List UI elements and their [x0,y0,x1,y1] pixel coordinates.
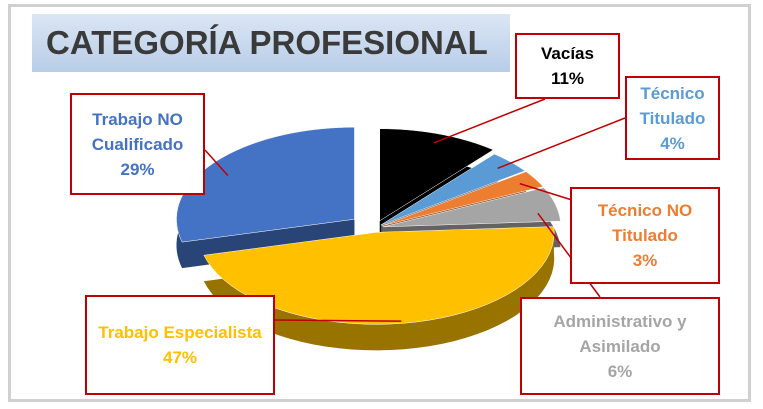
category-label: Vacías [541,44,594,63]
data-label: Administrativo y Asimilado 6% [520,297,720,395]
category-label: Trabajo NO Cualificado [91,109,184,154]
slice-tops [176,126,561,325]
value-label: 4% [660,133,685,153]
category-label: Trabajo Especialista [98,323,262,342]
data-label: Trabajo Especialista 47% [85,295,275,395]
data-label: Técnico NO Titulado 3% [570,187,720,284]
slice [176,126,355,243]
data-label: Trabajo NO Cualificado 29% [70,93,205,195]
category-label: Administrativo y Asimilado [553,311,687,356]
category-label: Técnico NO Titulado [597,201,693,245]
chart-title: CATEGORÍA PROFESIONAL [32,14,510,72]
value-label: 6% [607,361,633,381]
slice [203,226,555,325]
value-label: 3% [632,251,658,270]
slice [379,128,494,222]
callout-line [204,149,229,177]
callout-line [519,182,573,201]
value-label: 11% [550,69,585,88]
value-label: 47% [162,348,198,367]
slice [380,153,526,226]
value-label: 29% [120,159,155,179]
callout-line [497,117,626,170]
category-label: Técnico Titulado [639,83,706,128]
callout-line [433,98,546,144]
data-label: Técnico Titulado 4% [625,76,720,160]
callout-line [274,319,402,322]
data-label: Vacías 11% [515,33,620,99]
slice [381,171,544,227]
